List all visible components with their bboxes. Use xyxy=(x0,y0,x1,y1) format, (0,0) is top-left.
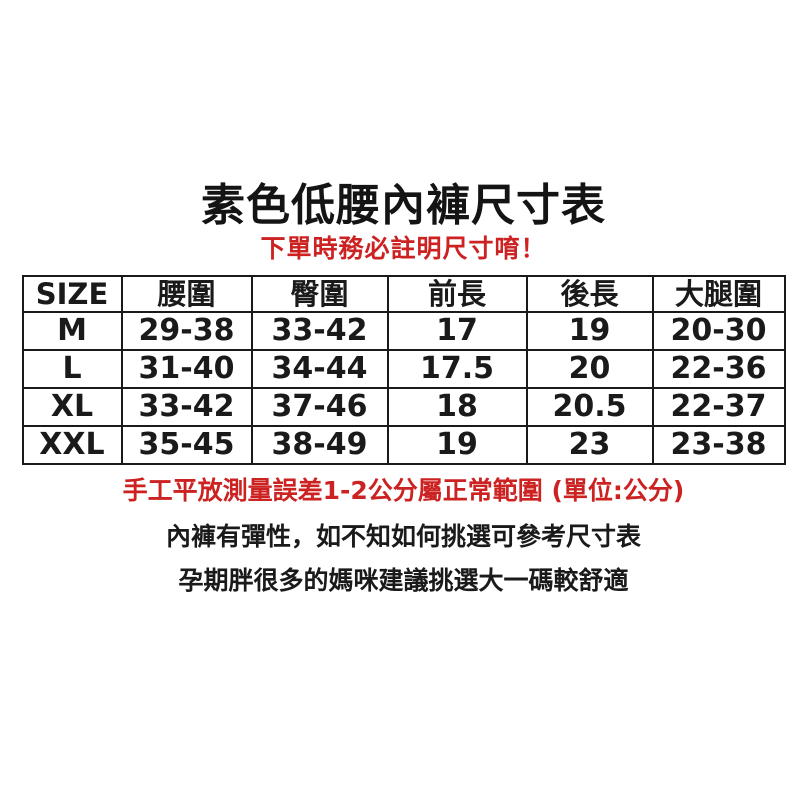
back-length-value: 23 xyxy=(525,425,654,465)
thigh-value: 20-30 xyxy=(651,311,786,351)
waist-value: 33-42 xyxy=(120,387,253,427)
col-header-back-length: 後長 xyxy=(525,275,654,313)
size-label: XXL xyxy=(21,425,123,465)
back-length-value: 20 xyxy=(525,349,654,389)
back-length-value: 20.5 xyxy=(525,387,654,427)
waist-value: 29-38 xyxy=(120,311,253,351)
size-chart-table: SIZE 腰圍 臀圍 前長 後長 大腿圍 M 29-38 33-42 17 19… xyxy=(21,275,786,465)
col-header-size: SIZE xyxy=(21,275,123,313)
size-label: XL xyxy=(21,387,123,427)
table-row-xl: XL 33-42 37-46 18 20.5 22-37 xyxy=(21,387,786,427)
thigh-value: 23-38 xyxy=(651,425,786,465)
page-title: 素色低腰內褲尺寸表 xyxy=(201,180,606,231)
col-header-thigh: 大腿圍 xyxy=(651,275,786,313)
table-row-m: M 29-38 33-42 17 19 20-30 xyxy=(21,311,786,351)
front-length-value: 19 xyxy=(386,425,528,465)
back-length-value: 19 xyxy=(525,311,654,351)
thigh-value: 22-36 xyxy=(651,349,786,389)
hip-value: 38-49 xyxy=(250,425,389,465)
hip-value: 33-42 xyxy=(250,311,389,351)
note-pregnancy-advice: 孕期胖很多的媽咪建議挑選大一碼較舒適 xyxy=(178,566,629,595)
table-row-xxl: XXL 35-45 38-49 19 23 23-38 xyxy=(21,425,786,465)
hip-value: 37-46 xyxy=(250,387,389,427)
thigh-value: 22-37 xyxy=(651,387,786,427)
note-measurement-tolerance: 手工平放測量誤差1-2公分屬正常範圍 (單位:公分) xyxy=(122,476,685,505)
order-size-reminder: 下單時務必註明尺寸唷！ xyxy=(260,234,547,263)
col-header-hip: 臀圍 xyxy=(250,275,389,313)
front-length-value: 18 xyxy=(386,387,528,427)
table-row-l: L 31-40 34-44 17.5 20 22-36 xyxy=(21,349,786,389)
note-elasticity-advice: 內褲有彈性，如不知如何挑選可參考尺寸表 xyxy=(165,522,641,551)
hip-value: 34-44 xyxy=(250,349,389,389)
front-length-value: 17.5 xyxy=(386,349,528,389)
col-header-waist: 腰圍 xyxy=(120,275,253,313)
waist-value: 35-45 xyxy=(120,425,253,465)
col-header-front-length: 前長 xyxy=(386,275,528,313)
front-length-value: 17 xyxy=(386,311,528,351)
size-label: M xyxy=(21,311,123,351)
table-header-row: SIZE 腰圍 臀圍 前長 後長 大腿圍 xyxy=(21,275,786,313)
waist-value: 31-40 xyxy=(120,349,253,389)
size-label: L xyxy=(21,349,123,389)
